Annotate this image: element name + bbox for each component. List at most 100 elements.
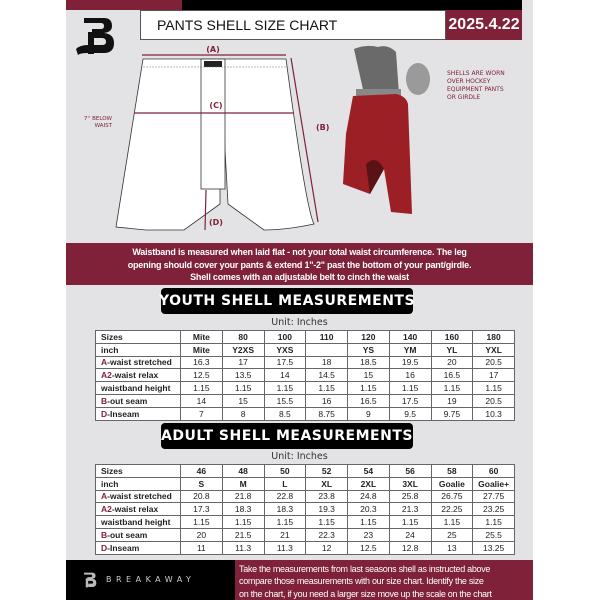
- table-cell: 20: [180, 527, 223, 542]
- measure-name: -out seam: [107, 529, 148, 540]
- table-cell: 80: [221, 330, 265, 344]
- table-cell: L: [263, 476, 307, 491]
- top-accent-bar: [66, 0, 182, 10]
- measure-name: waistband height: [101, 383, 171, 394]
- size-chart-sheet: PANTS SHELL SIZE CHART 2025.4.22 (A) (C)…: [66, 0, 533, 600]
- table-cell: 18.3: [221, 502, 265, 517]
- table-cell: 120: [347, 330, 390, 344]
- measure-name: -waist stretched: [107, 357, 172, 368]
- table-row: Sizes 46 48 50 52 54 56 58 60: [95, 464, 515, 478]
- table-row: waistband height 1.15 1.15 1.15 1.15 1.15 1.15…: [95, 381, 515, 395]
- table-cell: 15: [221, 393, 265, 408]
- table-cell: 10.3: [472, 406, 515, 421]
- table-cell: 26.75: [430, 489, 474, 504]
- shell-note: SHELLS ARE WORN OVER HOCKEY EQUIPMENT PA…: [447, 70, 505, 102]
- table-cell: 8.5: [263, 406, 307, 421]
- table-cell: 56: [388, 464, 432, 478]
- table-cell: 20: [430, 355, 474, 370]
- table-cell: YXL: [472, 342, 515, 357]
- measure-code: A2: [101, 370, 112, 381]
- table-row: D-Inseam 7 8 8.5 8.75 9 9.5 9.75 10.3: [95, 406, 515, 421]
- table-row: waistband height 1.15 1.15 1.15 1.15 1.15 1.15…: [95, 515, 515, 529]
- info-line: Shell comes with an adjustable belt to c…: [190, 272, 409, 282]
- date-badge: 2025.4.22: [446, 10, 522, 40]
- row-label: A-waist stretched: [95, 355, 181, 370]
- measure-name: inch: [101, 344, 119, 355]
- row-label: waistband height: [95, 515, 181, 529]
- table-cell: 3XL: [388, 476, 432, 491]
- table-cell: 24.8: [347, 489, 390, 504]
- table-cell: 46: [180, 464, 223, 478]
- below-waist-note-2: WAIST: [95, 123, 113, 129]
- table-cell: 22.25: [430, 502, 474, 517]
- table-cell: 1.15: [388, 515, 432, 529]
- table-cell: 1.15: [263, 515, 307, 529]
- table-cell: 27.75: [472, 489, 515, 504]
- measure-name: -Inseam: [107, 408, 140, 419]
- table-cell: 14.5: [305, 368, 348, 383]
- table-cell: 9.75: [430, 406, 474, 421]
- table-row: A-waist stretched 16.3 17 17.5 18 18.5 19.5 20 2…: [95, 355, 515, 370]
- table-cell: 18.5: [347, 355, 390, 370]
- table-cell: 17.5: [263, 355, 307, 370]
- table-cell: 12.5: [347, 540, 390, 555]
- table-cell: 18.3: [263, 502, 307, 517]
- table-cell: Mite: [180, 330, 223, 344]
- table-cell: 16: [388, 368, 432, 383]
- table-cell: 25.5: [472, 527, 515, 542]
- page-title: PANTS SHELL SIZE CHART: [140, 10, 446, 40]
- label-c: (C): [209, 101, 222, 110]
- table-cell: 23: [347, 527, 390, 542]
- measure-name: Sizes: [101, 331, 123, 342]
- table-cell: 54: [347, 464, 390, 478]
- info-line: Waistband is measured when laid flat - n…: [132, 247, 467, 257]
- table-cell: Goalie+: [472, 476, 515, 491]
- measure-name: -waist relax: [111, 504, 159, 515]
- table-cell: 20.5: [472, 393, 515, 408]
- table-cell: 20.3: [347, 502, 390, 517]
- table-cell: 7: [180, 406, 223, 421]
- table-row: A2-waist relax 17.3 18.3 18.3 19.3 20.3 21.3 22…: [95, 502, 515, 517]
- shell-note-line: OR GIRDLE: [447, 94, 481, 101]
- top-black-bar: [182, 0, 522, 10]
- table-cell: 23.8: [305, 489, 348, 504]
- table-cell: 9.5: [388, 406, 432, 421]
- table-cell: 22.3: [305, 527, 348, 542]
- measure-code: A: [101, 491, 108, 502]
- shell-note-line: OVER HOCKEY: [447, 78, 491, 85]
- table-cell: 140: [388, 330, 432, 344]
- table-cell: 180: [472, 330, 515, 344]
- row-label: inch: [95, 342, 181, 357]
- table-cell: 17: [221, 355, 265, 370]
- below-waist-note-1: 7'' BELOW: [84, 116, 113, 122]
- table-cell: 14: [263, 368, 307, 383]
- table-cell: 160: [430, 330, 474, 344]
- table-cell: YXS: [263, 342, 307, 357]
- table-cell: 60: [472, 464, 515, 478]
- table-cell: 17.5: [388, 393, 432, 408]
- table-cell: 1.15: [180, 515, 223, 529]
- table-cell: Mite: [180, 342, 223, 357]
- table-cell: 23.25: [472, 502, 515, 517]
- table-row: Sizes Mite 80 100 110 120 140 160 180: [95, 330, 515, 344]
- table-cell: 21.5: [221, 527, 265, 542]
- table-cell: 1.15: [180, 381, 223, 395]
- label-d: (D): [209, 218, 223, 227]
- row-label: D-Inseam: [95, 540, 181, 555]
- adult-size-table: Sizes 46 48 50 52 54 56 58 60 inch S M L XL 2XL 3XL Goal…: [95, 464, 515, 555]
- footer-line: compare those measurements with our size…: [239, 576, 484, 587]
- table-cell: S: [180, 476, 223, 491]
- table-cell: 24: [388, 527, 432, 542]
- table-cell: 100: [263, 330, 307, 344]
- table-cell: 15: [347, 368, 390, 383]
- brand-name: BREAKAWAY: [106, 575, 196, 584]
- table-row: D-Inseam 11 11.3 11.3 12 12.5 12.8 13 13.25: [95, 540, 515, 555]
- table-cell: 17.3: [180, 502, 223, 517]
- shell-note-line: SHELLS ARE WORN: [447, 70, 505, 77]
- table-cell: 1.15: [347, 515, 390, 529]
- table-cell: 1.15: [430, 515, 474, 529]
- footer-line: Take the measurements from last seasons …: [239, 564, 491, 574]
- table-cell: 19: [430, 393, 474, 408]
- breakaway-logo-small: [84, 572, 97, 588]
- table-cell: 48: [221, 464, 265, 478]
